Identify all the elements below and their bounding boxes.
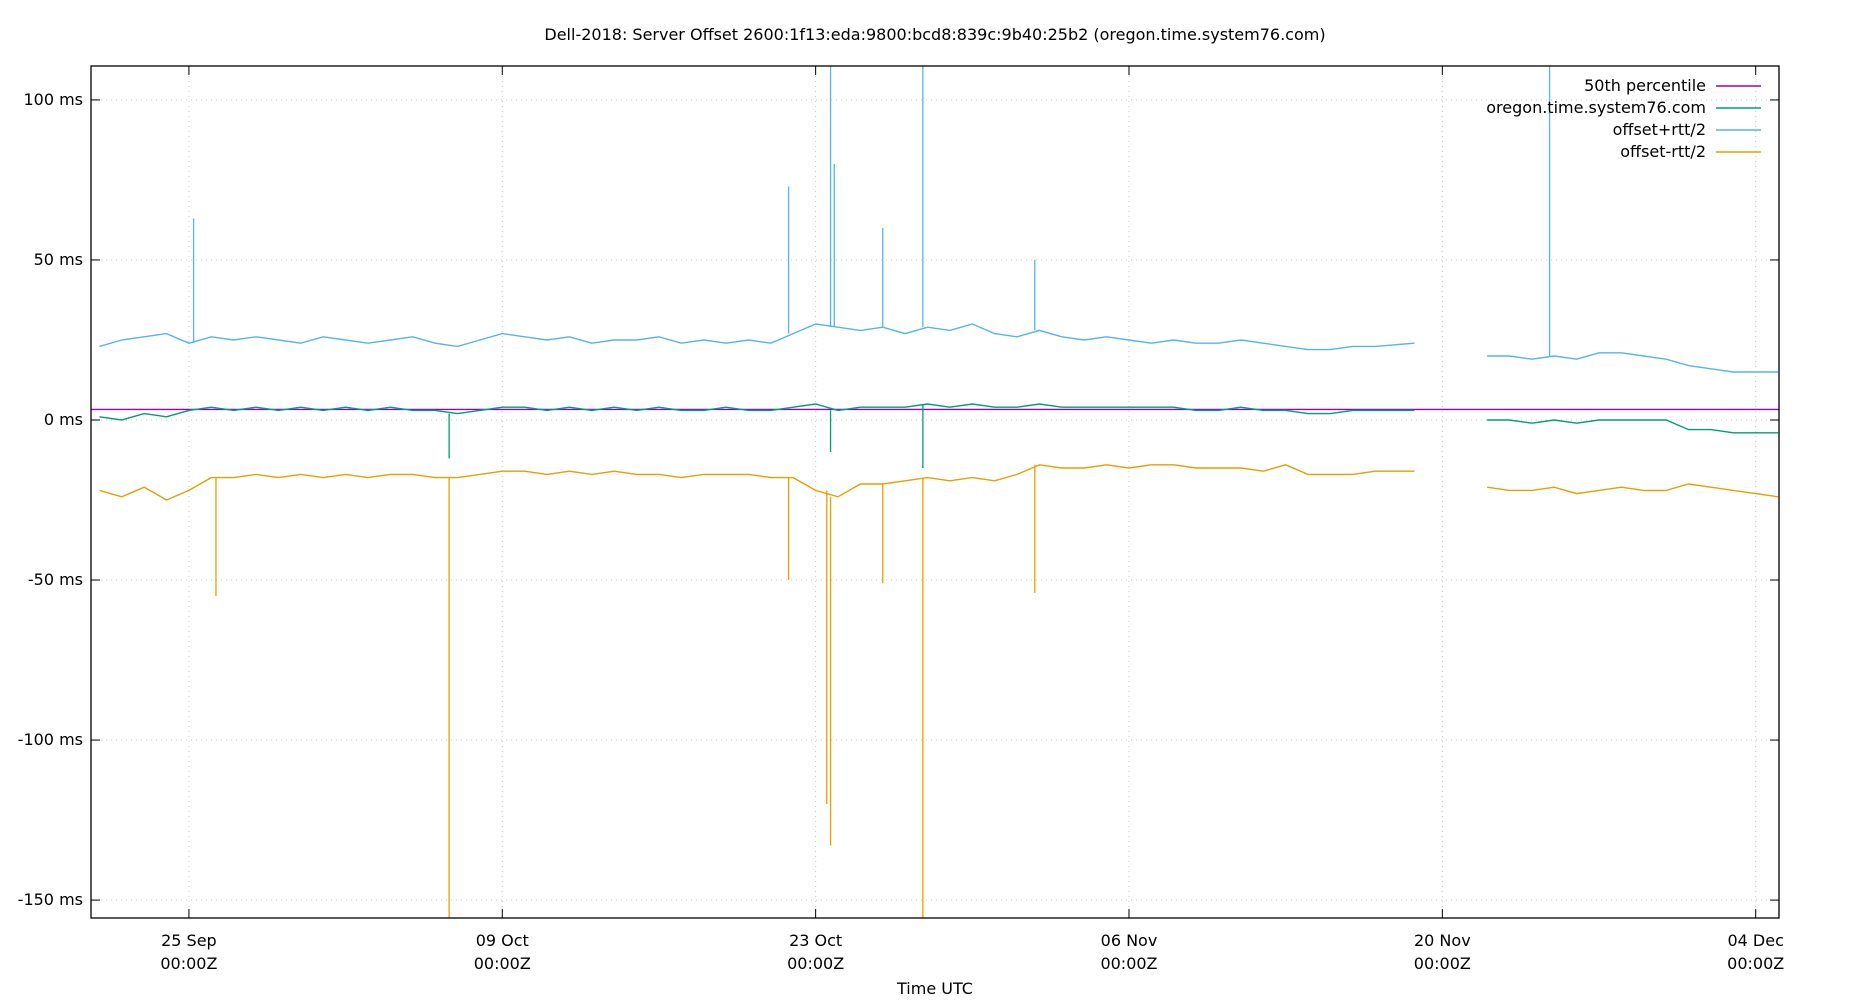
x-tick-label: 00:00Z <box>787 954 844 973</box>
series-offset-rtt-2-line <box>99 464 1415 501</box>
legend-label: 50th percentile <box>1584 76 1706 95</box>
legend-label: offset-rtt/2 <box>1620 142 1706 161</box>
legend-label: offset+rtt/2 <box>1613 120 1706 139</box>
series-offset-rtt-2-line <box>99 323 1415 351</box>
series-offset-rtt-2-line <box>1487 483 1779 498</box>
x-tick-label: 00:00Z <box>474 954 531 973</box>
series-oregon-time-system76-com-line <box>1487 419 1779 434</box>
x-tick-label: 00:00Z <box>1414 954 1471 973</box>
x-tick-label: 20 Nov <box>1414 931 1471 950</box>
y-tick-label: 50 ms <box>34 250 83 269</box>
legend-label: oregon.time.system76.com <box>1486 98 1706 117</box>
chart-title: Dell-2018: Server Offset 2600:1f13:eda:9… <box>544 25 1325 44</box>
series-oregon-time-system76-com-line <box>99 403 1415 421</box>
x-tick-label: 04 Dec <box>1727 931 1783 950</box>
x-tick-label: 00:00Z <box>1727 954 1784 973</box>
series-offset-rtt-2-line <box>1487 352 1779 373</box>
y-tick-label: -50 ms <box>28 570 83 589</box>
x-tick-label: 23 Oct <box>789 931 842 950</box>
x-tick-label: 25 Sep <box>161 931 217 950</box>
x-tick-label: 00:00Z <box>160 954 217 973</box>
y-tick-label: -100 ms <box>18 730 83 749</box>
series-layer <box>91 66 1779 918</box>
x-tick-label: 06 Nov <box>1101 931 1158 950</box>
legend: 50th percentile oregon.time.system76.com o… <box>1486 76 1761 161</box>
y-tick-label: 100 ms <box>23 90 83 109</box>
grid <box>91 66 1779 918</box>
x-axis-label: Time UTC <box>896 979 973 998</box>
plot-frame <box>90 65 1780 919</box>
axes: 100 ms 50 ms 0 ms -50 ms -100 ms -150 ms 25 Se… <box>18 66 1784 973</box>
x-tick-label: 00:00Z <box>1100 954 1157 973</box>
y-tick-label: -150 ms <box>18 890 83 909</box>
y-tick-label: 0 ms <box>44 410 83 429</box>
x-tick-label: 09 Oct <box>476 931 529 950</box>
